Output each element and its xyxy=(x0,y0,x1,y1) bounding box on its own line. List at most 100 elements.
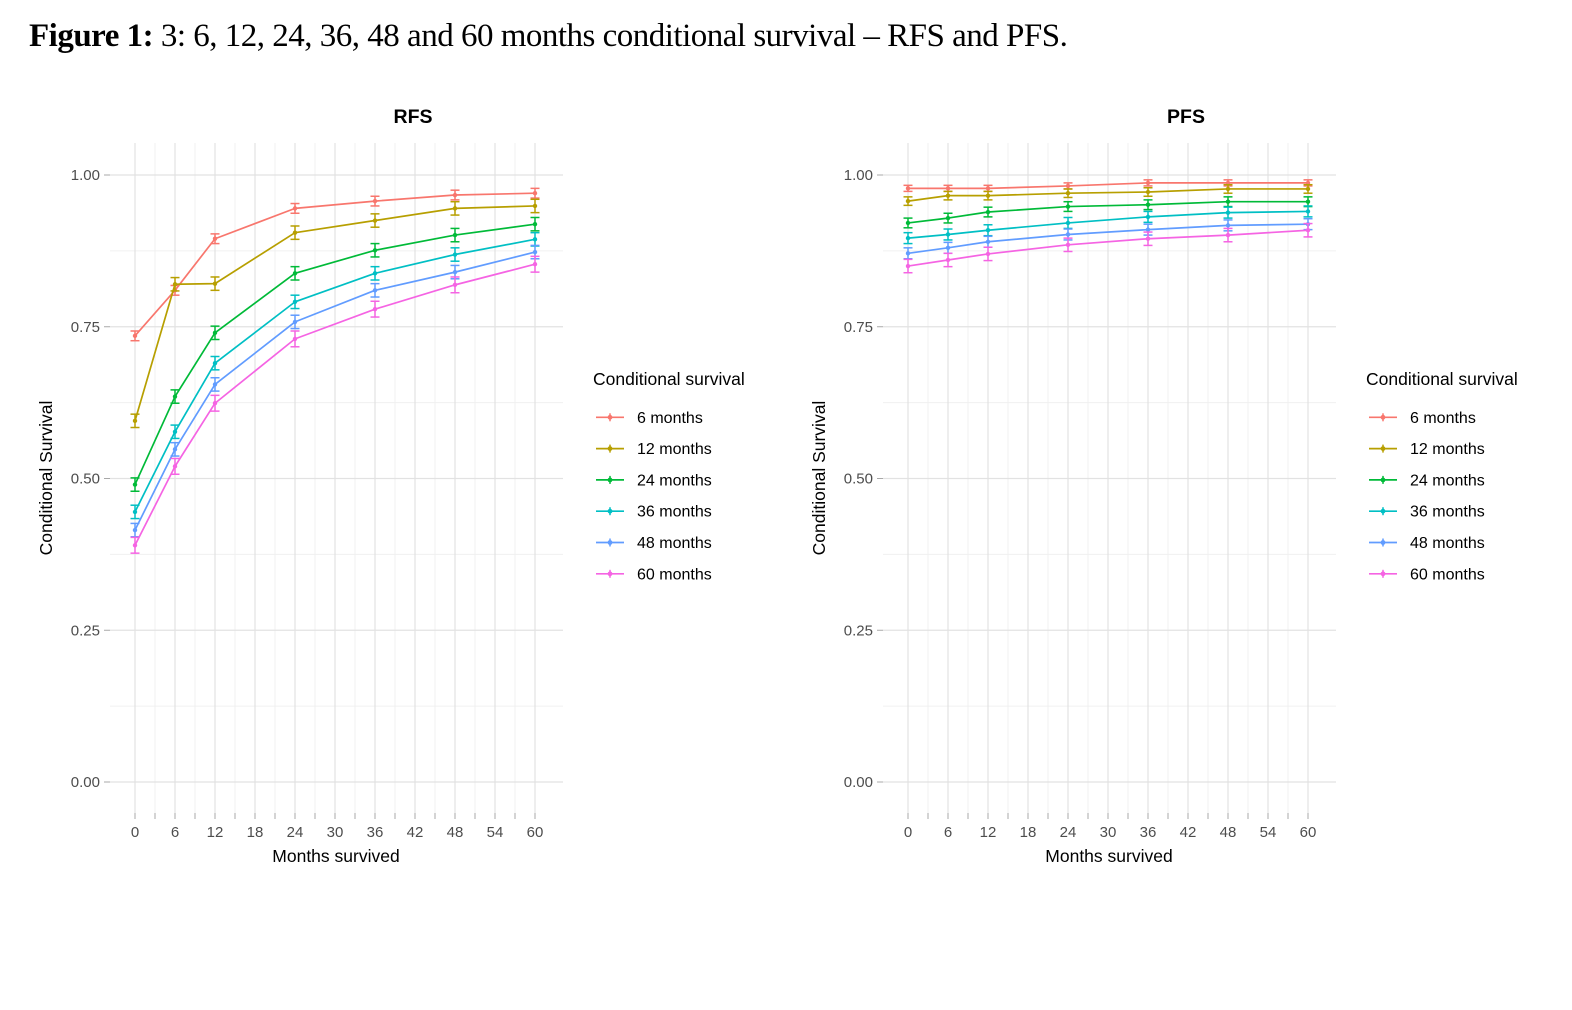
legend-label: 60 months xyxy=(637,566,712,583)
data-point xyxy=(1225,199,1231,204)
x-tick-label: 6 xyxy=(944,824,952,841)
x-tick-label: 24 xyxy=(287,824,304,841)
data-point xyxy=(292,271,298,276)
data-point xyxy=(452,232,458,238)
data-point xyxy=(945,245,951,251)
series-36-months xyxy=(903,205,1313,245)
data-point xyxy=(1065,191,1071,196)
data-point xyxy=(1065,204,1071,209)
data-point xyxy=(945,186,951,191)
x-axis-title: Months survived xyxy=(1045,846,1172,866)
data-point xyxy=(132,543,138,548)
y-tick-label: 0.00 xyxy=(71,774,100,791)
data-point xyxy=(1305,199,1311,204)
legend-key-point xyxy=(1380,414,1386,420)
legend-label: 6 months xyxy=(637,410,703,427)
data-point xyxy=(452,282,458,288)
data-point xyxy=(1305,209,1311,214)
x-tick-label: 54 xyxy=(1260,824,1277,841)
data-point xyxy=(372,288,378,293)
series-12-months xyxy=(130,198,540,429)
y-tick-label: 1.00 xyxy=(844,167,873,184)
data-point xyxy=(212,401,218,406)
data-point xyxy=(1225,223,1231,228)
legend-label: 12 months xyxy=(1410,441,1485,458)
data-point xyxy=(985,209,991,215)
figure-caption-text: 3: 6, 12, 24, 36, 48 and 60 months condi… xyxy=(153,18,1068,54)
chart-title: PFS xyxy=(1167,106,1205,128)
x-tick-label: 60 xyxy=(527,824,544,841)
data-point xyxy=(292,206,298,211)
x-tick-label: 6 xyxy=(171,824,179,841)
x-tick-label: 12 xyxy=(207,824,224,841)
data-point xyxy=(1065,220,1071,226)
series-36-months xyxy=(130,231,540,520)
data-point xyxy=(452,269,458,275)
data-point xyxy=(1145,214,1151,220)
data-point xyxy=(1145,236,1151,241)
y-tick-label: 1.00 xyxy=(71,167,100,184)
series-12-months xyxy=(903,183,1313,207)
data-point xyxy=(945,215,951,221)
legend-label: 12 months xyxy=(637,441,712,458)
x-tick-label: 42 xyxy=(1180,824,1197,841)
chart-pfs: PFS 0 6 12 18 24 30 36 42 48 54 60 Months survived 0.… xyxy=(809,106,1518,866)
data-point xyxy=(1305,228,1311,233)
data-point xyxy=(1225,186,1231,192)
data-point xyxy=(1145,227,1151,232)
x-tick-label: 0 xyxy=(131,824,139,841)
data-point xyxy=(532,262,538,267)
data-point xyxy=(905,186,911,191)
x-tick-label: 30 xyxy=(327,824,344,841)
data-point xyxy=(372,271,378,276)
legend-key-point xyxy=(1380,477,1386,483)
legend-key-point xyxy=(607,571,613,577)
data-point xyxy=(132,482,138,487)
data-point xyxy=(532,237,538,242)
data-point xyxy=(172,429,178,434)
y-axis-title: Conditional Survival xyxy=(809,401,829,556)
data-point xyxy=(905,251,911,256)
data-point xyxy=(132,509,138,515)
data-point xyxy=(905,220,911,226)
x-tick-label: 24 xyxy=(1060,824,1077,841)
data-point xyxy=(905,263,911,269)
data-point xyxy=(132,418,138,424)
x-tick-label: 18 xyxy=(1020,824,1037,841)
data-point xyxy=(292,319,298,325)
legend-key-point xyxy=(1380,446,1386,451)
y-tick-label: 0.50 xyxy=(844,471,873,488)
data-point xyxy=(172,464,178,469)
series-60-months xyxy=(903,222,1313,274)
data-point xyxy=(212,236,218,241)
figure-caption: Figure 1: 3: 6, 12, 24, 36, 48 and 60 mo… xyxy=(29,18,1529,55)
data-point xyxy=(292,336,298,342)
data-point xyxy=(532,191,538,196)
legend-key-point xyxy=(607,446,613,451)
data-point xyxy=(532,249,538,255)
legend: Conditional survival 6 months 12 months 24 … xyxy=(1366,369,1518,583)
x-tick-label: 48 xyxy=(447,824,464,841)
x-tick-label: 48 xyxy=(1220,824,1237,841)
data-point xyxy=(372,198,378,204)
data-point xyxy=(372,218,378,223)
legend-key-point xyxy=(1380,508,1386,514)
data-point xyxy=(172,282,178,287)
x-tick-label: 18 xyxy=(247,824,264,841)
x-tick-label: 42 xyxy=(407,824,424,841)
figure-caption-label: Figure 1: xyxy=(29,18,154,54)
legend-title: Conditional survival xyxy=(1366,369,1518,389)
data-point xyxy=(1065,232,1071,237)
data-point xyxy=(132,527,138,533)
data-point xyxy=(1145,202,1151,207)
legend-label: 24 months xyxy=(1410,472,1485,489)
data-point xyxy=(945,257,951,263)
data-point xyxy=(905,198,911,204)
data-point xyxy=(1145,189,1151,195)
data-point xyxy=(372,248,378,253)
data-point xyxy=(1225,232,1231,238)
data-point xyxy=(212,281,218,286)
legend-label: 24 months xyxy=(637,472,712,489)
